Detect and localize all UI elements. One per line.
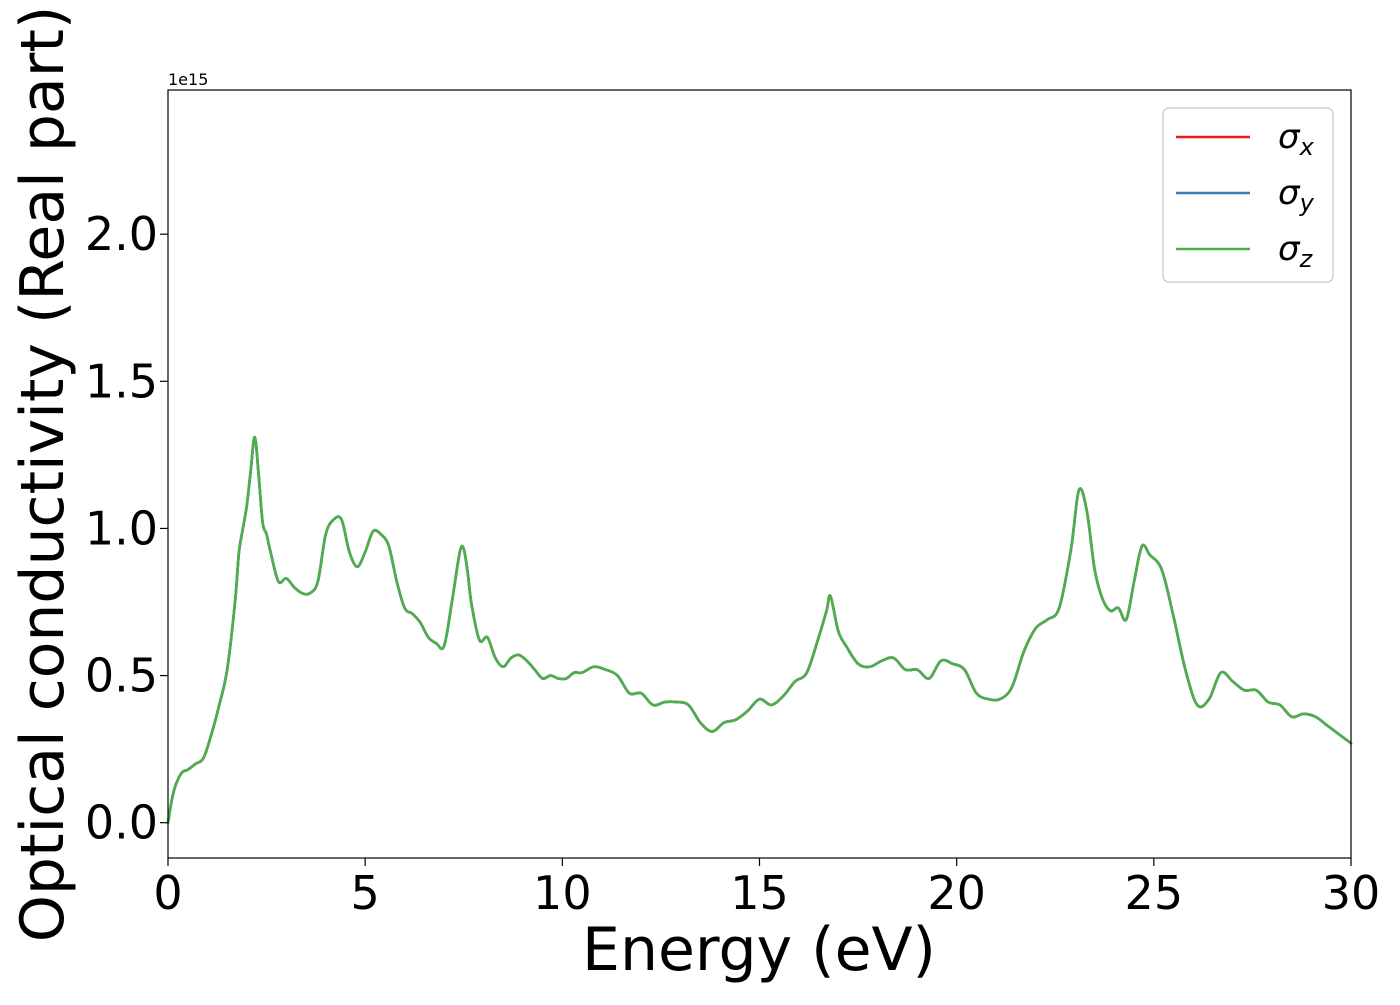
- y-tick-label: 0.0: [85, 796, 158, 850]
- y-offset-label: 1e15: [168, 70, 208, 89]
- x-tick-label: 15: [730, 866, 789, 920]
- x-tick-label: 30: [1322, 866, 1381, 920]
- series-lines: [166, 435, 1353, 824]
- y-axis-ticks: 0.0 0.5 1.0 1.5 2.0: [85, 207, 168, 850]
- y-tick-label: 1.0: [85, 501, 158, 555]
- x-axis-title: Energy (eV): [582, 915, 936, 985]
- x-tick-label: 10: [533, 866, 592, 920]
- x-tick-label: 25: [1125, 866, 1184, 920]
- x-tick-label: 0: [153, 866, 182, 920]
- y-tick-label: 0.5: [85, 649, 158, 703]
- y-tick-label: 2.0: [85, 207, 158, 261]
- x-axis-ticks: 0 5 10 15 20 25 30: [153, 858, 1380, 920]
- y-tick-label: 1.5: [85, 354, 158, 408]
- series-line-3: [166, 435, 1353, 824]
- legend-box: [1162, 107, 1334, 283]
- plot-area: [168, 90, 1351, 858]
- x-tick-label: 20: [927, 866, 986, 920]
- y-axis-title: Optical conductivity (Real part): [8, 6, 78, 943]
- x-tick-label: 5: [351, 866, 380, 920]
